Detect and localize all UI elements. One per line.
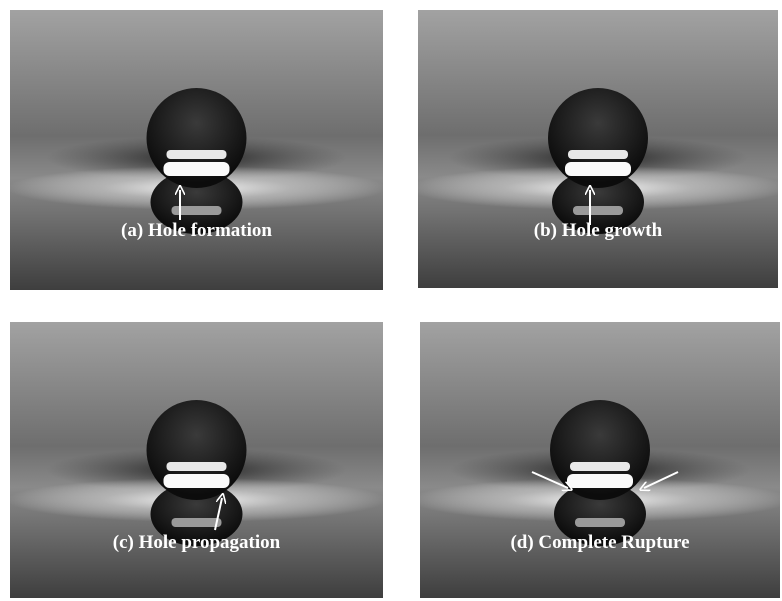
highlight-top xyxy=(570,462,630,471)
lower-highlight xyxy=(575,518,625,527)
lower-highlight xyxy=(172,518,222,527)
photo-panel: (b) Hole growth xyxy=(408,10,782,288)
figure: (a) Hole formation (b) Hole growth (c) Hol… xyxy=(0,0,782,601)
caption: (a) Hole formation xyxy=(121,220,272,241)
highlight-main xyxy=(164,474,230,488)
highlight-top xyxy=(568,150,628,159)
highlight-main xyxy=(164,162,230,176)
highlight-main xyxy=(565,162,631,176)
photo-panel: (c) Hole propagation xyxy=(7,322,387,598)
highlight-top xyxy=(167,462,227,471)
lower-highlight xyxy=(573,206,623,215)
photo-panel: (a) Hole formation xyxy=(7,10,387,290)
photo-panel: (d) Complete Rupture xyxy=(410,322,782,598)
caption: (d) Complete Rupture xyxy=(510,532,689,553)
highlight-top xyxy=(167,150,227,159)
highlight-main xyxy=(567,474,633,488)
caption: (c) Hole propagation xyxy=(113,532,281,553)
caption: (b) Hole growth xyxy=(534,220,663,241)
